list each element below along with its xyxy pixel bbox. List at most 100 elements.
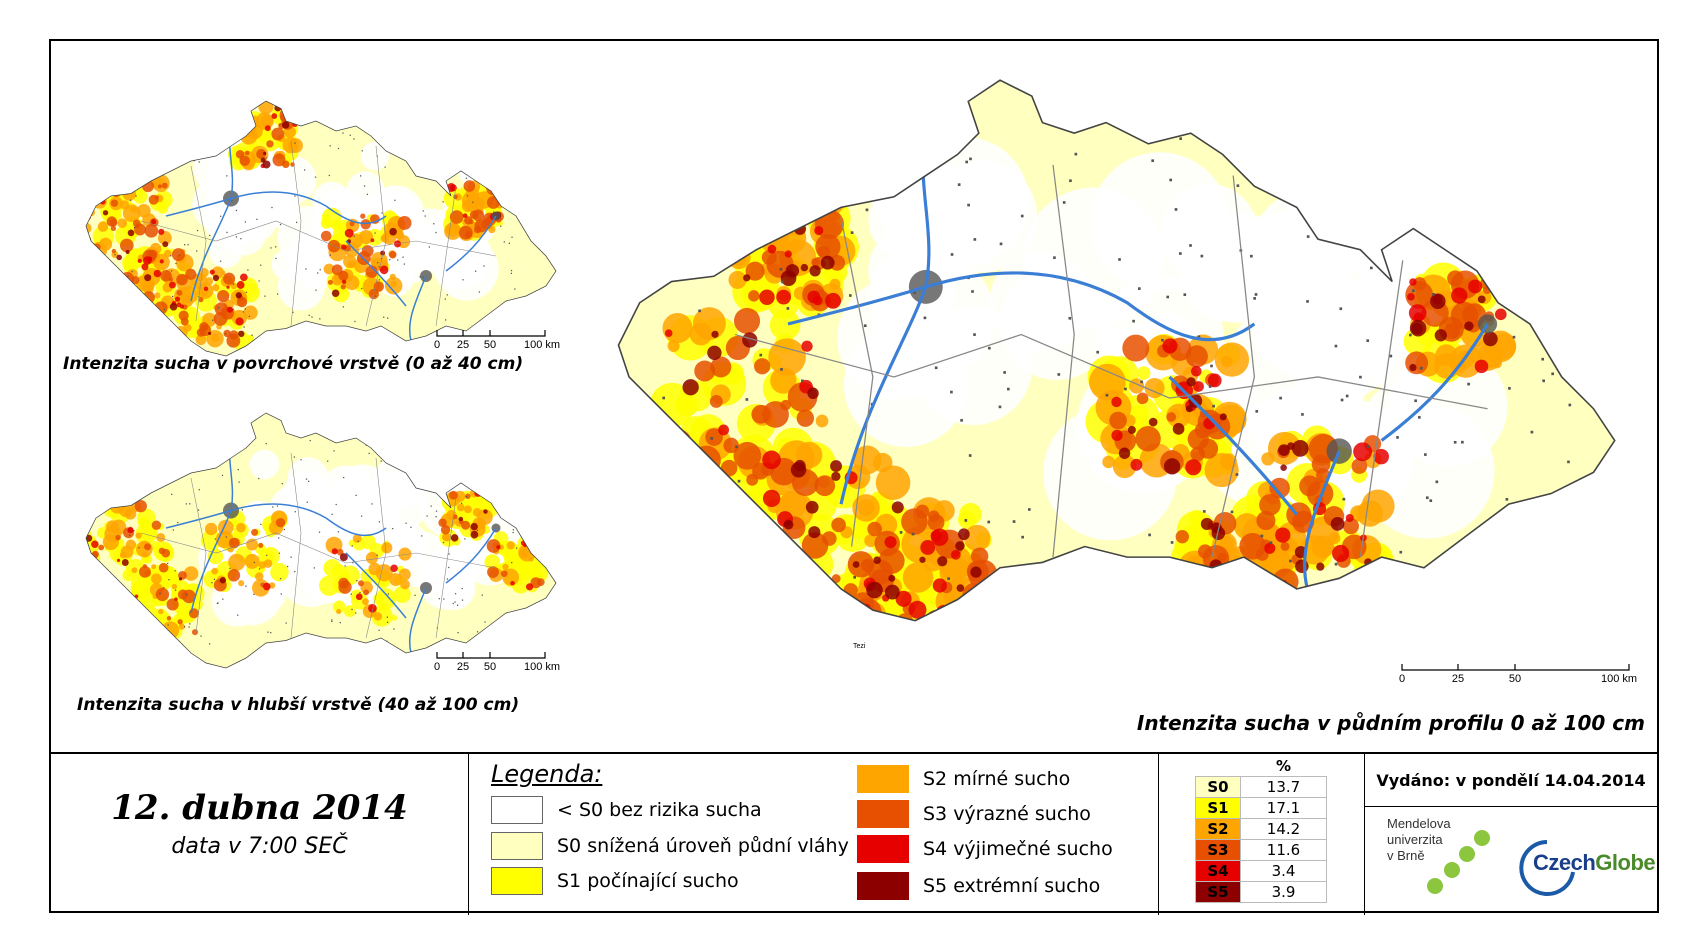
drought-patch (141, 180, 154, 193)
urban-speck (308, 480, 310, 482)
drought-patch (492, 183, 506, 197)
urban-speck (237, 614, 239, 616)
urban-speck (430, 505, 432, 507)
drought-patch (226, 285, 230, 289)
drought-patch (347, 276, 353, 282)
urban-speck (258, 280, 260, 282)
drought-patch (282, 121, 290, 129)
drought-patch (763, 204, 788, 228)
drought-patch (141, 308, 145, 313)
urban-speck (715, 257, 718, 260)
urban-speck (950, 253, 954, 256)
drought-patch (212, 284, 220, 292)
urban-speck (475, 270, 477, 272)
drought-patch (188, 608, 199, 619)
drought-patch (463, 180, 476, 192)
urban-speck (780, 197, 784, 200)
urban-speck (225, 536, 227, 538)
urban-speck (387, 621, 389, 623)
drought-patch (1176, 603, 1194, 621)
urban-speck (249, 129, 251, 131)
urban-speck (374, 232, 376, 234)
urban-speck (337, 147, 340, 150)
urban-speck (305, 478, 308, 480)
urban-speck (1003, 371, 1006, 374)
drought-patch (1236, 585, 1251, 600)
mendel-line: v Brně (1387, 848, 1425, 863)
urban-speck (863, 324, 867, 328)
urban-speck (175, 161, 177, 163)
urban-speck (1233, 575, 1237, 578)
urban-speck (384, 166, 386, 168)
drought-patch (930, 530, 942, 542)
drought-patch (1291, 440, 1309, 457)
urban-speck (275, 257, 277, 260)
urban-speck (865, 208, 869, 212)
urban-speck (1140, 380, 1143, 384)
drought-patch (831, 517, 846, 533)
mendel-dots-icon (1427, 830, 1490, 894)
river-line (230, 191, 387, 225)
drought-patch (1292, 510, 1315, 533)
urban-speck (243, 326, 245, 328)
urban-speck (118, 137, 120, 139)
drought-patch (469, 210, 479, 220)
drought-patch (238, 203, 276, 242)
urban-speck (343, 476, 345, 479)
drought-patch (116, 558, 121, 562)
urban-speck (131, 181, 134, 183)
drought-patch (219, 577, 227, 584)
drought-patch (919, 556, 926, 563)
drought-patch (333, 600, 346, 613)
drought-patch (951, 613, 980, 621)
drought-patch (158, 228, 165, 235)
drought-patch (1186, 584, 1203, 600)
drought-patch (456, 130, 516, 190)
drought-patch (1226, 613, 1241, 621)
urban-speck (244, 221, 246, 223)
urban-speck (219, 260, 222, 262)
drought-patch (121, 181, 134, 195)
drought-patch (183, 566, 199, 581)
drought-patch (975, 586, 987, 599)
drought-patch (1330, 516, 1345, 531)
scale-label: 0 (1398, 673, 1406, 685)
urban-speck (508, 242, 510, 244)
drought-patch (1130, 458, 1143, 471)
drought-patch (228, 537, 240, 549)
urban-speck (1301, 413, 1304, 416)
drought-patch (796, 409, 815, 427)
drought-patch (1248, 583, 1264, 599)
drought-patch (227, 306, 234, 313)
drought-patch (1321, 541, 1335, 555)
urban-speck (934, 366, 938, 370)
drought-patch (1185, 605, 1205, 621)
drought-patch (794, 459, 806, 472)
urban-speck (276, 505, 279, 507)
urban-speck (272, 506, 274, 508)
drought-patch (1271, 608, 1285, 621)
urban-speck (442, 201, 444, 203)
urban-speck (209, 234, 211, 237)
drought-intensity-layer (86, 101, 556, 356)
urban-speck (452, 602, 454, 605)
urban-speck (1414, 399, 1417, 403)
drought-patch (288, 116, 295, 123)
drought-patch (177, 619, 183, 625)
drought-patch (733, 441, 762, 470)
drought-patch (733, 213, 753, 233)
urban-speck (494, 453, 497, 455)
urban-speck (329, 254, 331, 256)
drought-patch (131, 582, 152, 602)
drought-patch (120, 272, 135, 286)
drought-intensity-layer (618, 80, 1615, 621)
urban-speck (360, 175, 362, 177)
drought-patch (1373, 448, 1389, 465)
drought-patch (496, 545, 501, 550)
drought-patch (1177, 565, 1216, 605)
drought-patch (360, 219, 371, 230)
drought-patch (756, 549, 772, 566)
urban-speck (183, 626, 186, 628)
urban-speck (473, 157, 475, 159)
drought-patch (230, 282, 238, 290)
